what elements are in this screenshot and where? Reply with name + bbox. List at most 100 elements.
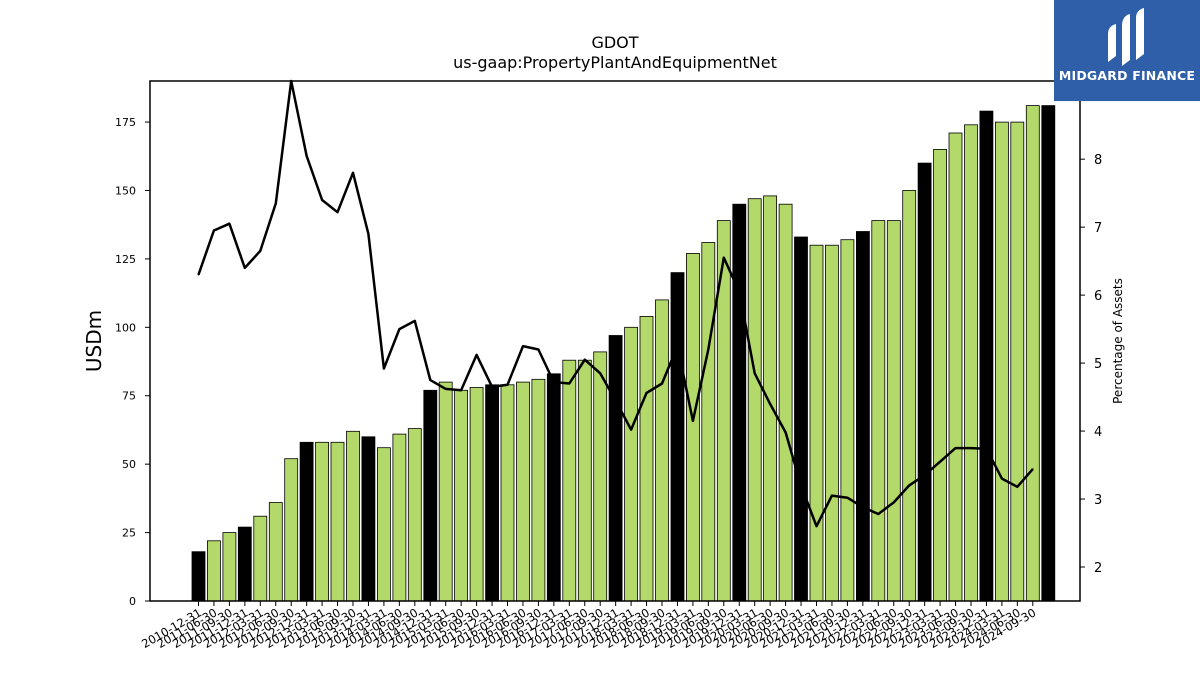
y-tick-label-125: 125 xyxy=(115,253,136,266)
bar-2021-03-31 xyxy=(825,244,839,602)
bar-2015-12-31 xyxy=(500,384,515,602)
line-point-2019-09-30 xyxy=(738,290,741,293)
line-point-2020-09-30 xyxy=(800,484,802,487)
y2-tick-label-8: 8 xyxy=(1094,153,1102,168)
y-axis-label: USDm xyxy=(82,310,106,372)
bar-2010-12-31 xyxy=(191,551,206,602)
logo-text: MIDGARD FINANCE xyxy=(1058,68,1196,83)
line-point-2011-06-30 xyxy=(228,222,231,225)
line-point-2016-03-31 xyxy=(522,345,524,347)
line-point-2022-12-31 xyxy=(939,460,941,463)
bar-2017-06-30 xyxy=(593,351,608,602)
y2-tick-label-4: 4 xyxy=(1094,425,1102,440)
line-point-2020-12-31 xyxy=(815,525,818,527)
y-tick-label-50: 50 xyxy=(122,458,136,471)
line-point-2024-03-31 xyxy=(1016,486,1019,488)
bar-2012-03-31 xyxy=(268,502,283,602)
line-point-2015-09-30 xyxy=(491,386,493,388)
bar-series xyxy=(191,105,1056,602)
y2-axis-label: Percentage of Assets xyxy=(1111,278,1125,404)
line-point-2018-12-31 xyxy=(692,420,694,422)
line-point-2016-12-31 xyxy=(568,382,571,385)
bar-2013-03-31 xyxy=(330,441,345,602)
bar-2012-09-30 xyxy=(299,441,314,602)
bar-2017-12-31 xyxy=(624,326,638,602)
line-point-2013-12-31 xyxy=(383,367,385,370)
line-point-2018-06-30 xyxy=(661,382,663,385)
bar-2016-06-30 xyxy=(531,378,546,602)
y2-tick-label-6: 6 xyxy=(1094,289,1102,304)
line-point-2019-03-31 xyxy=(707,348,710,351)
line-point-2021-03-31 xyxy=(831,494,833,497)
bar-2023-06-30 xyxy=(964,124,978,602)
line-point-2021-12-31 xyxy=(877,513,880,515)
line-point-2018-09-30 xyxy=(676,345,679,347)
line-point-2012-12-31 xyxy=(321,199,323,201)
y2-tick-label-5: 5 xyxy=(1094,357,1102,372)
line-point-2014-03-31 xyxy=(398,328,401,330)
bar-2014-06-30 xyxy=(407,428,422,602)
bar-2020-06-30 xyxy=(778,203,793,602)
line-point-2020-06-30 xyxy=(784,431,787,434)
bar-2014-09-30 xyxy=(423,389,438,602)
line-point-2011-03-31 xyxy=(213,229,215,232)
bar-2015-06-30 xyxy=(469,387,484,602)
plot-frame xyxy=(149,80,1081,602)
line-point-2013-06-30 xyxy=(352,172,354,174)
chart-title: GDOT xyxy=(591,33,638,52)
bar-2022-12-31 xyxy=(933,148,947,602)
bar-2012-06-30 xyxy=(284,458,299,602)
y2-tick-label-2: 2 xyxy=(1094,561,1102,576)
line-point-2023-06-30 xyxy=(970,447,972,449)
bar-2022-03-31 xyxy=(886,220,901,602)
line-point-2012-03-31 xyxy=(275,202,277,205)
y-tick-label-75: 75 xyxy=(122,390,136,403)
line-point-2019-06-30 xyxy=(723,256,725,259)
line-point-2023-03-31 xyxy=(954,447,957,449)
bar-2011-09-30 xyxy=(237,526,252,602)
bar-2013-09-30 xyxy=(361,436,376,602)
bar-2016-09-30 xyxy=(546,373,561,602)
line-point-2022-09-30 xyxy=(923,474,926,477)
bar-2018-09-30 xyxy=(670,272,685,602)
line-point-2016-09-30 xyxy=(553,381,555,383)
line-point-2014-09-30 xyxy=(429,379,432,381)
line-point-2021-09-30 xyxy=(862,506,864,509)
line-point-2022-03-31 xyxy=(893,501,895,504)
bar-2019-09-30 xyxy=(732,203,747,602)
logo-mark-icon xyxy=(1108,8,1144,66)
bar-2018-06-30 xyxy=(655,299,669,602)
bar-2016-03-31 xyxy=(516,381,530,602)
y2-axis-ticks: 2 3 4 5 6 7 8 xyxy=(1080,153,1102,576)
bar-2024-09-30 xyxy=(1041,105,1056,602)
y2-tick-label-3: 3 xyxy=(1094,493,1102,508)
bar-2013-06-30 xyxy=(346,430,360,602)
line-point-2011-12-31 xyxy=(259,250,262,252)
bar-2011-06-30 xyxy=(222,532,237,602)
bar-2012-12-31 xyxy=(315,441,330,602)
bar-2022-09-30 xyxy=(917,162,932,602)
bar-2019-12-31 xyxy=(747,198,762,602)
bar-2011-03-31 xyxy=(206,540,221,602)
line-point-2021-06-30 xyxy=(846,496,849,499)
line-point-2010-12-31 xyxy=(197,273,200,276)
bar-2011-12-31 xyxy=(253,515,268,602)
bar-2015-03-31 xyxy=(454,389,469,602)
bar-2019-03-31 xyxy=(701,242,716,602)
line-point-2022-06-30 xyxy=(908,484,910,487)
y-tick-label-0: 0 xyxy=(129,595,136,608)
bar-2018-12-31 xyxy=(686,252,700,602)
y2-tick-label-7: 7 xyxy=(1094,221,1102,236)
bar-2020-03-31 xyxy=(763,195,777,602)
y-tick-label-175: 175 xyxy=(115,116,136,129)
y-tick-label-150: 150 xyxy=(115,184,136,197)
bar-2021-09-30 xyxy=(856,231,870,602)
x-axis-ticks: 2010-12-312011-06-302011-09-302011-12-31… xyxy=(139,601,1038,651)
line-point-2016-06-30 xyxy=(537,348,540,351)
bar-2017-03-31 xyxy=(577,359,592,602)
line-point-2015-12-31 xyxy=(506,384,509,386)
midgard-finance-logo: MIDGARD FINANCE xyxy=(1054,0,1200,101)
bar-2020-09-30 xyxy=(794,236,808,602)
line-point-2023-09-30 xyxy=(985,447,988,450)
line-point-2012-09-30 xyxy=(305,155,308,157)
